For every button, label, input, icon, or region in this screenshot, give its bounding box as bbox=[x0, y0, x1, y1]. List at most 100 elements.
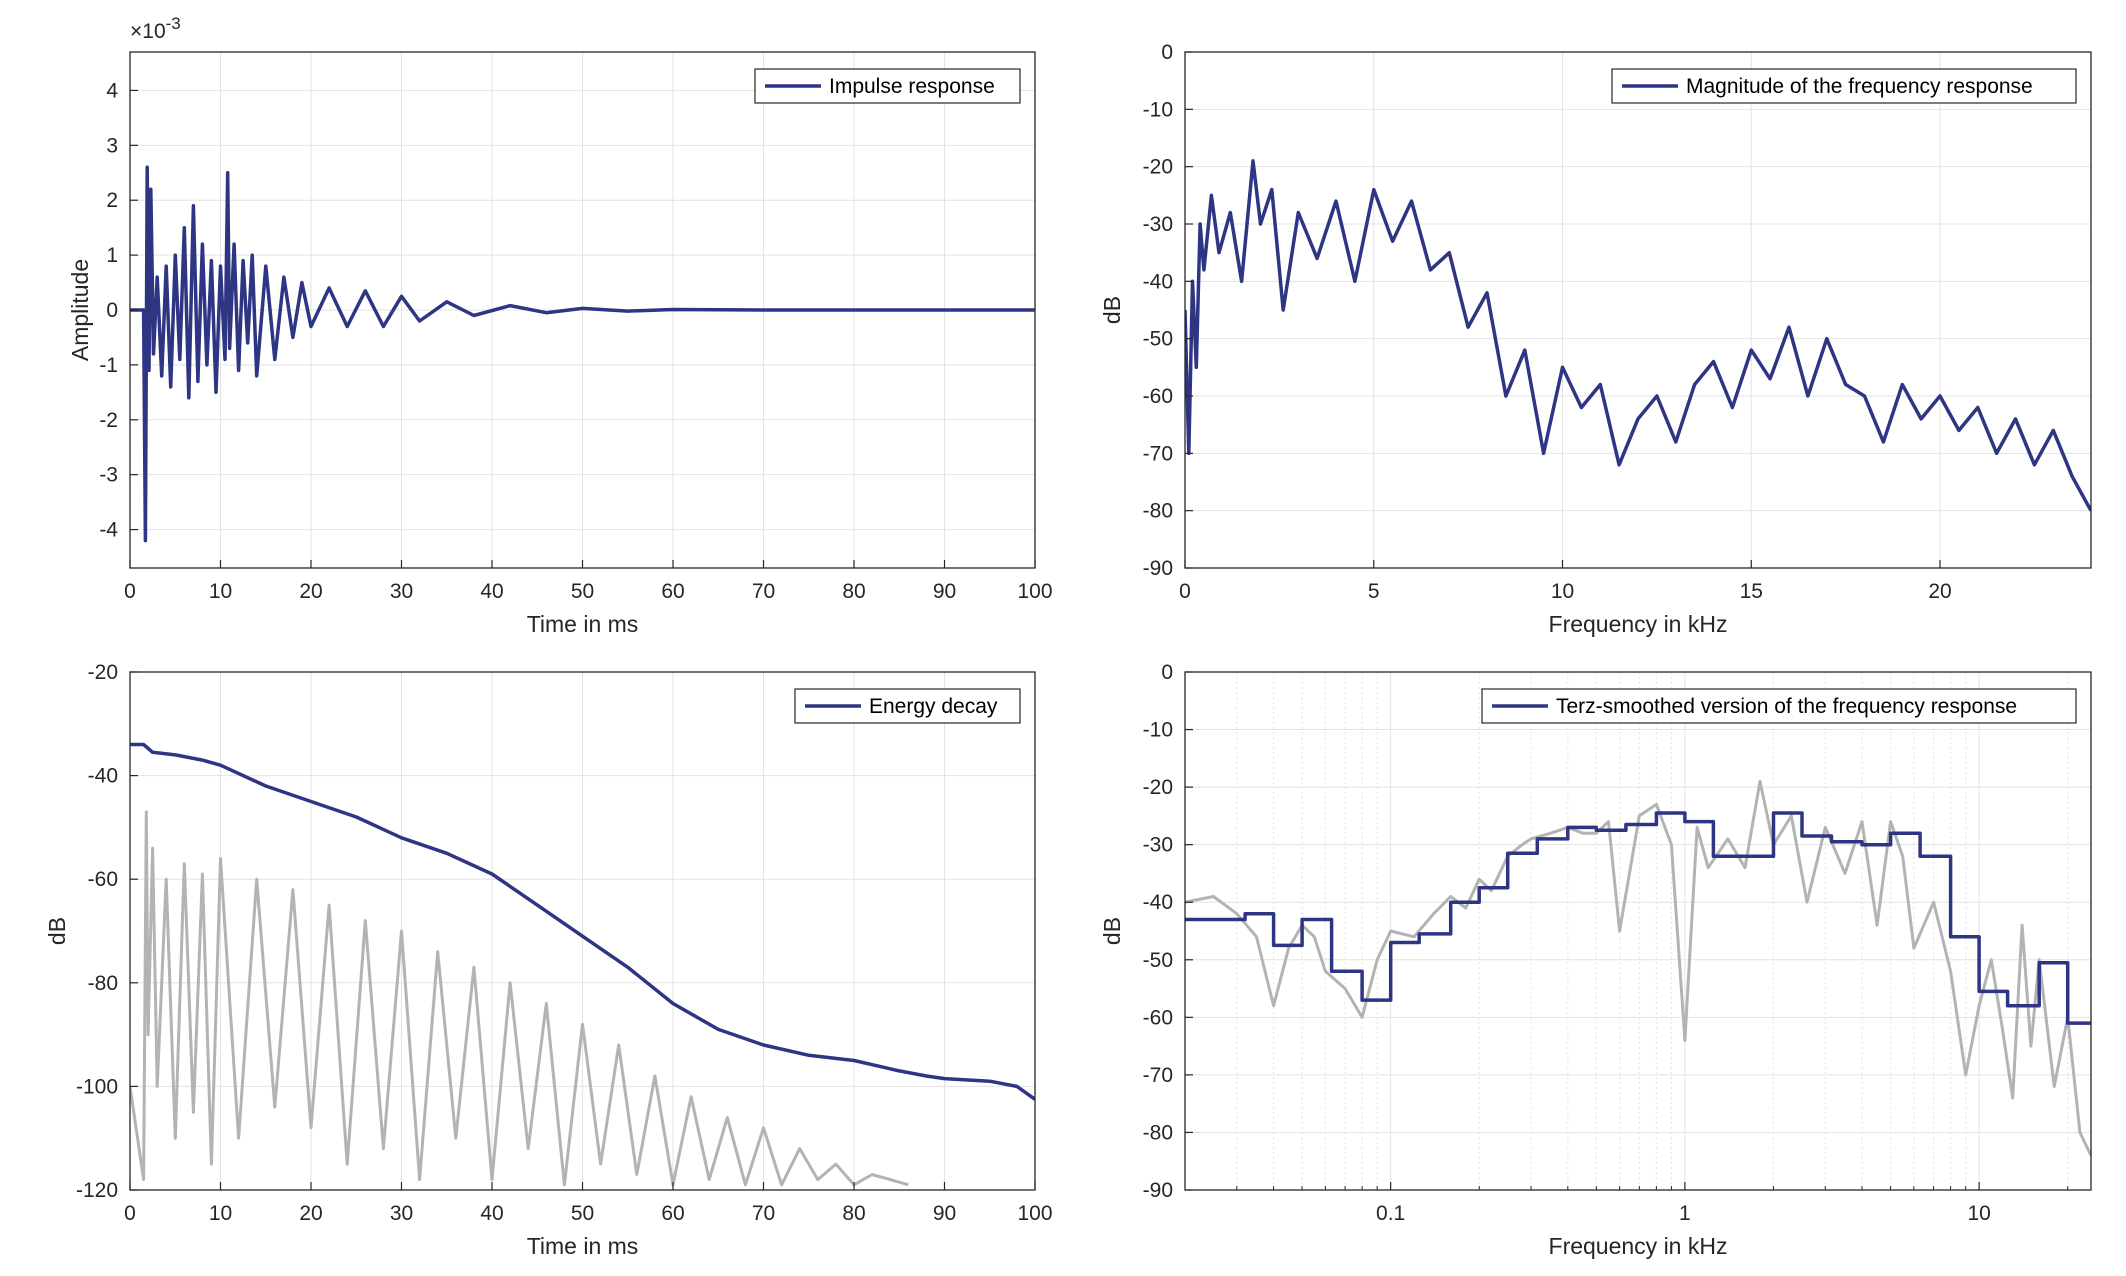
x-tick-label: 90 bbox=[933, 1202, 956, 1225]
x-tick-label: 15 bbox=[1740, 580, 1763, 603]
legend-box bbox=[1611, 68, 2077, 104]
y-tick-label: -30 bbox=[1143, 834, 1173, 857]
chart-panel-4: 0.1 1 10 0 -10 -20 -30 -40 -50 -60 -70 -80 -90 Freque… bbox=[1099, 661, 2092, 1259]
y-tick-label: -60 bbox=[1143, 1006, 1173, 1029]
x-tick-label: 70 bbox=[752, 1202, 775, 1225]
y-axis-label: dB bbox=[44, 917, 70, 945]
legend: Energy decay bbox=[794, 688, 1021, 724]
legend: Impulse response bbox=[754, 68, 1021, 104]
legend-label: Magnitude of the frequency response bbox=[1686, 75, 2033, 98]
x-axis-label: Time in ms bbox=[527, 1233, 639, 1259]
x-tick-label: 20 bbox=[1928, 580, 1951, 603]
plot-area bbox=[1185, 52, 2091, 568]
series-line-raw bbox=[1185, 779, 2091, 1157]
y-axis-label: Amplitude bbox=[67, 259, 93, 361]
x-tick-label: 0.1 bbox=[1376, 1202, 1405, 1225]
x-axis-label: Frequency in kHz bbox=[1549, 611, 1728, 637]
x-tick-label: 20 bbox=[299, 580, 322, 603]
chart-panel-2: 0 5 10 15 20 0 -10 -20 -30 -40 -50 -60 -70 -80 -90 Freq… bbox=[1099, 41, 2092, 637]
y-tick-label: -20 bbox=[1143, 776, 1173, 799]
y-tick-label: -90 bbox=[1143, 1179, 1173, 1202]
y-multiplier-base: ×10 bbox=[130, 20, 166, 43]
x-tick-label: 60 bbox=[661, 1202, 684, 1225]
y-axis-label: dB bbox=[1099, 296, 1125, 324]
legend-label: Energy decay bbox=[869, 695, 998, 718]
x-tick-label: 30 bbox=[390, 1202, 413, 1225]
y-tick-label: -4 bbox=[99, 519, 118, 542]
x-tick-label: 50 bbox=[571, 1202, 594, 1225]
legend: Magnitude of the frequency response bbox=[1611, 68, 2077, 104]
x-tick-label: 80 bbox=[842, 580, 865, 603]
y-tick-label: -90 bbox=[1143, 557, 1173, 580]
y-tick-label: -40 bbox=[88, 765, 118, 788]
y-tick-label: -10 bbox=[1143, 719, 1173, 742]
x-tick-label: 40 bbox=[480, 580, 503, 603]
x-tick-label: 10 bbox=[1967, 1202, 1990, 1225]
y-tick-label: -80 bbox=[88, 972, 118, 995]
y-tick-label: -120 bbox=[76, 1179, 118, 1202]
y-tick-label: -70 bbox=[1143, 442, 1173, 465]
y-axis-label: dB bbox=[1099, 917, 1125, 945]
series-line-magnitude-of-the-frequency-response bbox=[1185, 159, 2091, 512]
x-tick-label: 0 bbox=[124, 580, 136, 603]
x-tick-label: 30 bbox=[390, 580, 413, 603]
y-tick-label: -3 bbox=[99, 464, 118, 487]
x-tick-label: 20 bbox=[299, 1202, 322, 1225]
y-tick-label: 3 bbox=[106, 134, 118, 157]
x-tick-label: 10 bbox=[209, 1202, 232, 1225]
x-tick-label: 100 bbox=[1017, 1202, 1052, 1225]
series-line-impulse-response bbox=[130, 165, 1035, 543]
y-tick-label: 0 bbox=[1161, 41, 1173, 64]
y-tick-label: 0 bbox=[106, 299, 118, 322]
legend-label: Terz-smoothed version of the frequency r… bbox=[1556, 695, 2017, 718]
chart-panel-1: 0 10 20 30 40 50 60 70 80 90 100 -4 -3 -2 -1 0 1 2 3 4 Time … bbox=[67, 14, 1053, 637]
x-tick-label: 5 bbox=[1368, 580, 1380, 603]
y-tick-label: -20 bbox=[88, 661, 118, 684]
axes-box bbox=[1184, 671, 2092, 1191]
x-tick-label: 90 bbox=[933, 580, 956, 603]
y-tick-label: -80 bbox=[1143, 1121, 1173, 1144]
y-tick-label: -80 bbox=[1143, 500, 1173, 523]
x-axis-label: Time in ms bbox=[527, 611, 639, 637]
x-tick-label: 70 bbox=[752, 580, 775, 603]
y-multiplier: ×10-3 bbox=[130, 14, 181, 43]
y-tick-label: -40 bbox=[1143, 270, 1173, 293]
x-axis-label: Frequency in kHz bbox=[1549, 1233, 1728, 1259]
axes-box bbox=[1184, 51, 2092, 569]
y-tick-label: 4 bbox=[106, 79, 118, 102]
y-tick-label: -100 bbox=[76, 1075, 118, 1098]
y-tick-label: -40 bbox=[1143, 891, 1173, 914]
y-tick-label: -2 bbox=[99, 409, 118, 432]
x-tick-label: 40 bbox=[480, 1202, 503, 1225]
legend-label: Impulse response bbox=[829, 75, 995, 98]
y-tick-label: -1 bbox=[99, 354, 118, 377]
x-tick-label: 1 bbox=[1679, 1202, 1691, 1225]
y-tick-label: 2 bbox=[106, 189, 118, 212]
y-tick-label: -60 bbox=[88, 868, 118, 891]
legend-box bbox=[1481, 688, 2077, 724]
series-line-energy-decay bbox=[130, 742, 1035, 1101]
x-tick-label: 10 bbox=[1551, 580, 1574, 603]
x-tick-label: 0 bbox=[1179, 580, 1191, 603]
x-tick-label: 10 bbox=[209, 580, 232, 603]
y-tick-label: -50 bbox=[1143, 949, 1173, 972]
y-tick-label: -50 bbox=[1143, 328, 1173, 351]
x-tick-label: 100 bbox=[1017, 580, 1052, 603]
series-line-raw bbox=[130, 810, 909, 1187]
x-tick-label: 60 bbox=[661, 580, 684, 603]
y-tick-label: -20 bbox=[1143, 156, 1173, 179]
x-tick-label: 0 bbox=[124, 1202, 136, 1225]
y-multiplier-exponent: -3 bbox=[166, 14, 181, 33]
plot-area bbox=[1185, 672, 2091, 1190]
legend: Terz-smoothed version of the frequency r… bbox=[1481, 688, 2077, 724]
y-tick-label: 0 bbox=[1161, 661, 1173, 684]
series-line-terz-smoothed-version-of-the-frequency-response bbox=[1185, 811, 2091, 1025]
x-tick-label: 80 bbox=[842, 1202, 865, 1225]
y-tick-label: -10 bbox=[1143, 98, 1173, 121]
y-tick-label: -60 bbox=[1143, 385, 1173, 408]
x-tick-label: 50 bbox=[571, 580, 594, 603]
y-tick-label: -70 bbox=[1143, 1064, 1173, 1087]
chart-panel-3: 0 10 20 30 40 50 60 70 80 90 100 -20 -40 -60 -80 -100 -1… bbox=[44, 661, 1053, 1259]
y-tick-label: 1 bbox=[106, 244, 118, 267]
